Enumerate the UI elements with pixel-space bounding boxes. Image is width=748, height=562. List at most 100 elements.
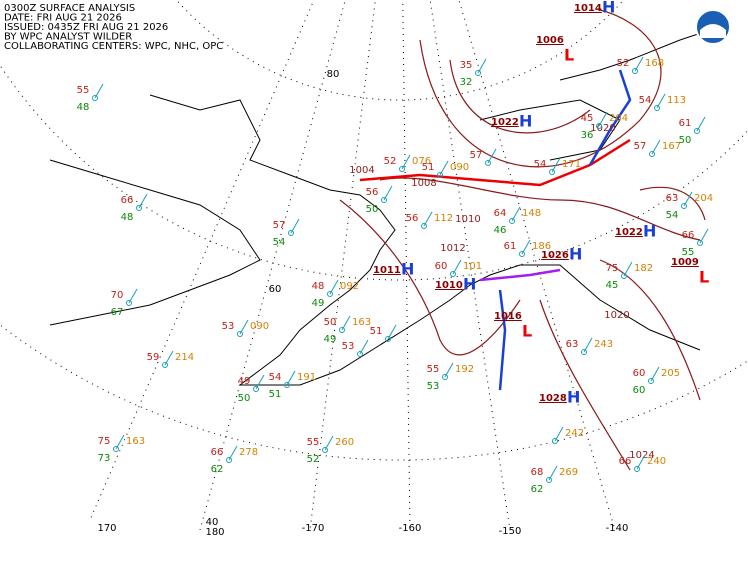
temperature: 60 [633,368,646,379]
station-circle [136,205,142,211]
pressure-code: 214 [175,352,194,363]
pressure-code: 092 [340,281,359,292]
isobar-label: 1020 [590,123,615,134]
temperature: 60 [435,261,448,272]
center-symbol: H [463,275,476,294]
station-circle [450,271,456,277]
temperature: 53 [342,341,355,352]
temperature: 49 [238,376,251,387]
temperature: 66 [121,195,134,206]
temperature: 66 [211,447,224,458]
center-symbol: L [522,322,532,341]
grid-label: -150 [499,526,522,537]
wind-barb [387,324,397,340]
coastline [49,29,711,386]
temperature: 66 [619,456,632,467]
wind-barb [696,116,706,132]
pressure-code: 204 [694,193,713,204]
dewpoint: 73 [98,453,111,464]
wind-barb [634,56,644,72]
station-circle [581,349,587,355]
wind-barb [401,154,411,170]
dewpoint: 50 [238,393,251,404]
pressure-code: 163 [126,436,145,447]
dewpoint: 52 [307,454,320,465]
temperature: 61 [504,241,517,252]
temperature: 45 [581,113,594,124]
dewpoint: 49 [324,334,337,345]
wind-barb [228,445,238,461]
grid-label: 80 [327,69,340,80]
grid-label: -140 [606,523,629,534]
dewpoint: 67 [111,307,124,318]
center-symbol: H [519,112,532,131]
dewpoint: 54 [666,210,679,221]
temperature: 56 [406,213,419,224]
wind-barb [164,350,174,366]
temperature: 64 [494,208,507,219]
station-circle [162,362,168,368]
pressure-code: 191 [297,372,316,383]
wind-barb [359,339,369,355]
station-circle [697,240,703,246]
wind-barb [255,374,265,390]
grid-label: 40 [206,517,219,528]
wind-barb [699,228,709,244]
wind-barb [452,259,462,275]
wind-barb [487,148,497,164]
temperature: 55 [77,85,90,96]
dewpoint: 46 [494,225,507,236]
wind-barb [554,426,564,442]
pressure-code: 242 [565,428,584,439]
temperature: 48 [312,281,325,292]
isobar-label: 1020 [604,310,629,321]
station-circle [475,70,481,76]
header-line: 0300Z SURFACE ANALYSIS [4,3,135,14]
temperature: 59 [147,352,160,363]
center-pressure: 1016 [494,311,522,322]
station-circle [485,160,491,166]
pressure-code: 101 [463,261,482,272]
pressure-code: 260 [335,437,354,448]
wind-barb [583,337,593,353]
temperature: 55 [427,364,440,375]
temperature: 51 [370,326,383,337]
station-circle [399,166,405,172]
pressure-code: 076 [412,156,431,167]
dewpoint: 51 [269,389,282,400]
station-circle [253,386,259,392]
pressure-code: 240 [647,456,666,467]
station-circle [648,378,654,384]
station-circle [237,331,243,337]
wind-barb [138,193,148,209]
center-symbol: H [401,260,414,279]
temperature: 50 [324,317,337,328]
pressure-code: 204 [609,113,628,124]
pressure-code: 278 [239,447,258,458]
wind-barb [683,191,693,207]
isobars [339,9,706,471]
wind-barb [329,279,339,295]
wind-barb [444,362,454,378]
center-pressure: 1028 [539,393,567,404]
wind-barb [290,218,300,234]
dewpoint: 36 [581,130,594,141]
dewpoint: 48 [121,212,134,223]
temperature: 63 [566,339,579,350]
temperature: 70 [111,290,124,301]
station-circle [126,300,132,306]
center-symbol: H [569,245,582,264]
pressure-code: 148 [522,208,541,219]
station-circle [546,477,552,483]
wind-barb [239,319,249,335]
dewpoint: 50 [679,135,692,146]
pressure-code: 205 [661,368,680,379]
pressure-code: 182 [634,263,653,274]
wind-barb [623,261,633,277]
grid-label: -160 [399,523,422,534]
wind-barb [439,160,449,176]
center-symbol: H [643,222,656,241]
dewpoint: 54 [273,237,286,248]
dewpoint: 53 [427,381,440,392]
